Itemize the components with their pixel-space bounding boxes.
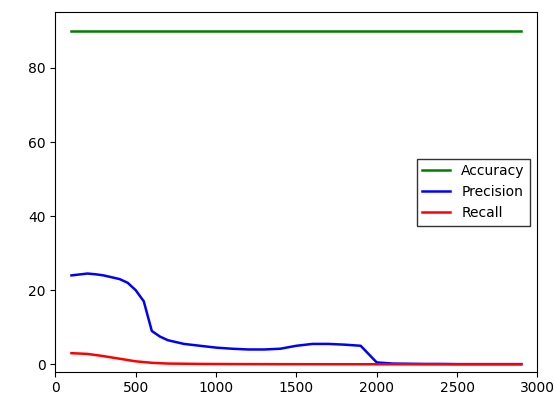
- Accuracy: [132, 28, 139, 33]
- Accuracy: [486, 28, 493, 33]
- Recall: [341, 362, 348, 367]
- Precision: [357, 343, 364, 348]
- Accuracy: [357, 28, 364, 33]
- Accuracy: [100, 28, 107, 33]
- Recall: [213, 361, 219, 366]
- Recall: [165, 361, 171, 366]
- Accuracy: [277, 28, 284, 33]
- Accuracy: [389, 28, 396, 33]
- Recall: [245, 362, 252, 367]
- Precision: [92, 272, 99, 277]
- Accuracy: [373, 28, 380, 33]
- Precision: [197, 343, 203, 348]
- Accuracy: [470, 28, 476, 33]
- Recall: [116, 356, 123, 361]
- Accuracy: [293, 28, 300, 33]
- Precision: [373, 360, 380, 365]
- Precision: [486, 362, 493, 367]
- Accuracy: [116, 28, 123, 33]
- Precision: [293, 343, 300, 348]
- Recall: [470, 362, 476, 367]
- Recall: [181, 361, 187, 366]
- Accuracy: [84, 28, 91, 33]
- Precision: [132, 288, 139, 293]
- Accuracy: [325, 28, 332, 33]
- Recall: [277, 362, 284, 367]
- Recall: [518, 362, 525, 367]
- Precision: [309, 342, 316, 347]
- Precision: [100, 273, 107, 278]
- Precision: [261, 347, 268, 352]
- Recall: [406, 362, 412, 367]
- Accuracy: [502, 28, 509, 33]
- Accuracy: [197, 28, 203, 33]
- Accuracy: [245, 28, 252, 33]
- Recall: [197, 361, 203, 366]
- Recall: [132, 359, 139, 364]
- Precision: [229, 346, 235, 351]
- Precision: [141, 299, 147, 304]
- Recall: [309, 362, 316, 367]
- Precision: [245, 347, 252, 352]
- Recall: [502, 362, 509, 367]
- Recall: [438, 362, 444, 367]
- Recall: [84, 351, 91, 356]
- Precision: [109, 275, 115, 280]
- Recall: [68, 351, 75, 356]
- Accuracy: [309, 28, 316, 33]
- Accuracy: [341, 28, 348, 33]
- Accuracy: [422, 28, 428, 33]
- Precision: [422, 361, 428, 366]
- Accuracy: [261, 28, 268, 33]
- Precision: [325, 342, 332, 347]
- Precision: [454, 362, 460, 367]
- Line: Precision: Precision: [71, 273, 521, 364]
- Accuracy: [438, 28, 444, 33]
- Accuracy: [406, 28, 412, 33]
- Recall: [148, 360, 155, 365]
- Precision: [502, 362, 509, 367]
- Recall: [373, 362, 380, 367]
- Accuracy: [148, 28, 155, 33]
- Precision: [341, 342, 348, 347]
- Precision: [277, 346, 284, 351]
- Precision: [213, 345, 219, 350]
- Precision: [173, 339, 179, 344]
- Precision: [181, 342, 187, 347]
- Line: Recall: Recall: [71, 353, 521, 364]
- Precision: [148, 328, 155, 333]
- Accuracy: [229, 28, 235, 33]
- Precision: [165, 338, 171, 343]
- Precision: [157, 334, 163, 339]
- Legend: Accuracy, Precision, Recall: Accuracy, Precision, Recall: [417, 159, 530, 225]
- Precision: [389, 361, 396, 366]
- Accuracy: [454, 28, 460, 33]
- Precision: [406, 361, 412, 366]
- Recall: [100, 354, 107, 358]
- Precision: [518, 362, 525, 367]
- Accuracy: [518, 28, 525, 33]
- Precision: [116, 277, 123, 282]
- Precision: [84, 271, 91, 276]
- Precision: [470, 362, 476, 367]
- Accuracy: [68, 28, 75, 33]
- Accuracy: [165, 28, 171, 33]
- Accuracy: [213, 28, 219, 33]
- Precision: [124, 280, 131, 285]
- Accuracy: [181, 28, 187, 33]
- Precision: [68, 273, 75, 278]
- Precision: [438, 361, 444, 366]
